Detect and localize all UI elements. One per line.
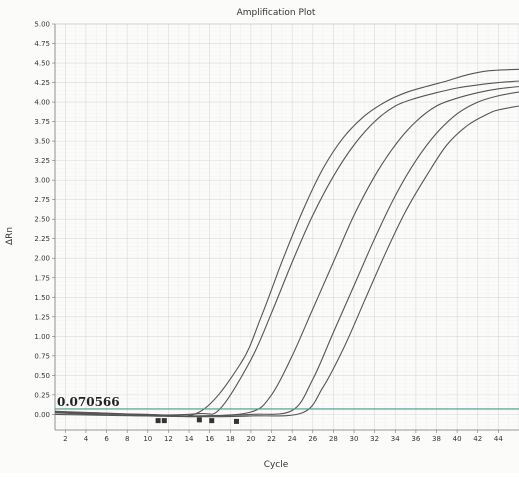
x-tick-label: 20 — [246, 435, 255, 443]
x-tick-label: 8 — [125, 435, 129, 443]
y-tick-label: 2.00 — [34, 255, 50, 263]
x-tick-label: 36 — [411, 435, 420, 443]
x-tick-label: 32 — [370, 435, 379, 443]
chart-title: Amplification Plot — [237, 8, 316, 18]
threshold-label: 0.070566 — [57, 395, 120, 409]
y-tick-label: 3.75 — [34, 118, 50, 126]
x-tick-label: 10 — [143, 435, 152, 443]
baseline-marker — [155, 418, 161, 424]
x-tick-label: 40 — [453, 435, 462, 443]
y-tick-label: 2.75 — [34, 196, 50, 204]
baseline-marker — [209, 418, 215, 424]
amplification-curve-1 — [54, 68, 519, 418]
x-tick-label: 2 — [63, 435, 67, 443]
y-tick-label: 2.50 — [34, 216, 50, 224]
y-tick-label: 1.25 — [34, 313, 50, 321]
y-tick-label: 4.00 — [34, 99, 50, 107]
x-tick-label: 42 — [473, 435, 482, 443]
x-tick-label: 22 — [267, 435, 276, 443]
x-tick-label: 18 — [226, 435, 235, 443]
x-tick-label: 30 — [350, 435, 359, 443]
y-tick-label: 4.75 — [34, 40, 50, 48]
y-tick-label: 0.00 — [34, 411, 50, 419]
amplification-curve-5 — [54, 105, 519, 418]
x-tick-label: 34 — [391, 435, 400, 443]
x-tick-label: 12 — [164, 435, 173, 443]
x-tick-label: 44 — [494, 435, 503, 443]
y-tick-label: 3.50 — [34, 138, 50, 146]
baseline-marker — [233, 418, 239, 424]
y-tick-label: 4.25 — [34, 79, 50, 87]
y-tick-label: 2.25 — [34, 235, 50, 243]
x-tick-label: 14 — [185, 435, 194, 443]
amplification-curve-2 — [54, 80, 519, 416]
baseline-marker — [161, 418, 167, 424]
x-tick-label: 6 — [104, 435, 109, 443]
x-axis-title: Cycle — [264, 460, 289, 470]
x-tick-label: 28 — [329, 435, 338, 443]
y-tick-label: 0.25 — [34, 391, 50, 399]
y-tick-label: 5.00 — [34, 21, 50, 29]
y-tick-label: 1.75 — [34, 274, 50, 282]
plot-area: 0.00 0.25 0.50 0.75 1.00 1.25 1.50 1.75 2.00 2.25… — [34, 21, 519, 443]
x-tick-label: 4 — [84, 435, 89, 443]
y-tick-label: 1.00 — [34, 333, 50, 341]
baseline-marker — [196, 417, 202, 423]
y-tick-label: 3.25 — [34, 157, 50, 165]
x-tick-label: 26 — [308, 435, 317, 443]
x-tick-label: 38 — [432, 435, 441, 443]
y-tick-label: 0.75 — [34, 352, 50, 360]
x-tick-label: 16 — [205, 435, 214, 443]
y-tick-label: 0.50 — [34, 372, 50, 380]
y-tick-label: 1.50 — [34, 294, 50, 302]
y-tick-label: 4.50 — [34, 60, 50, 68]
y-axis-title: ΔRn — [5, 227, 15, 245]
x-tick-label: 24 — [288, 435, 297, 443]
y-tick-label: 3.00 — [34, 177, 50, 185]
